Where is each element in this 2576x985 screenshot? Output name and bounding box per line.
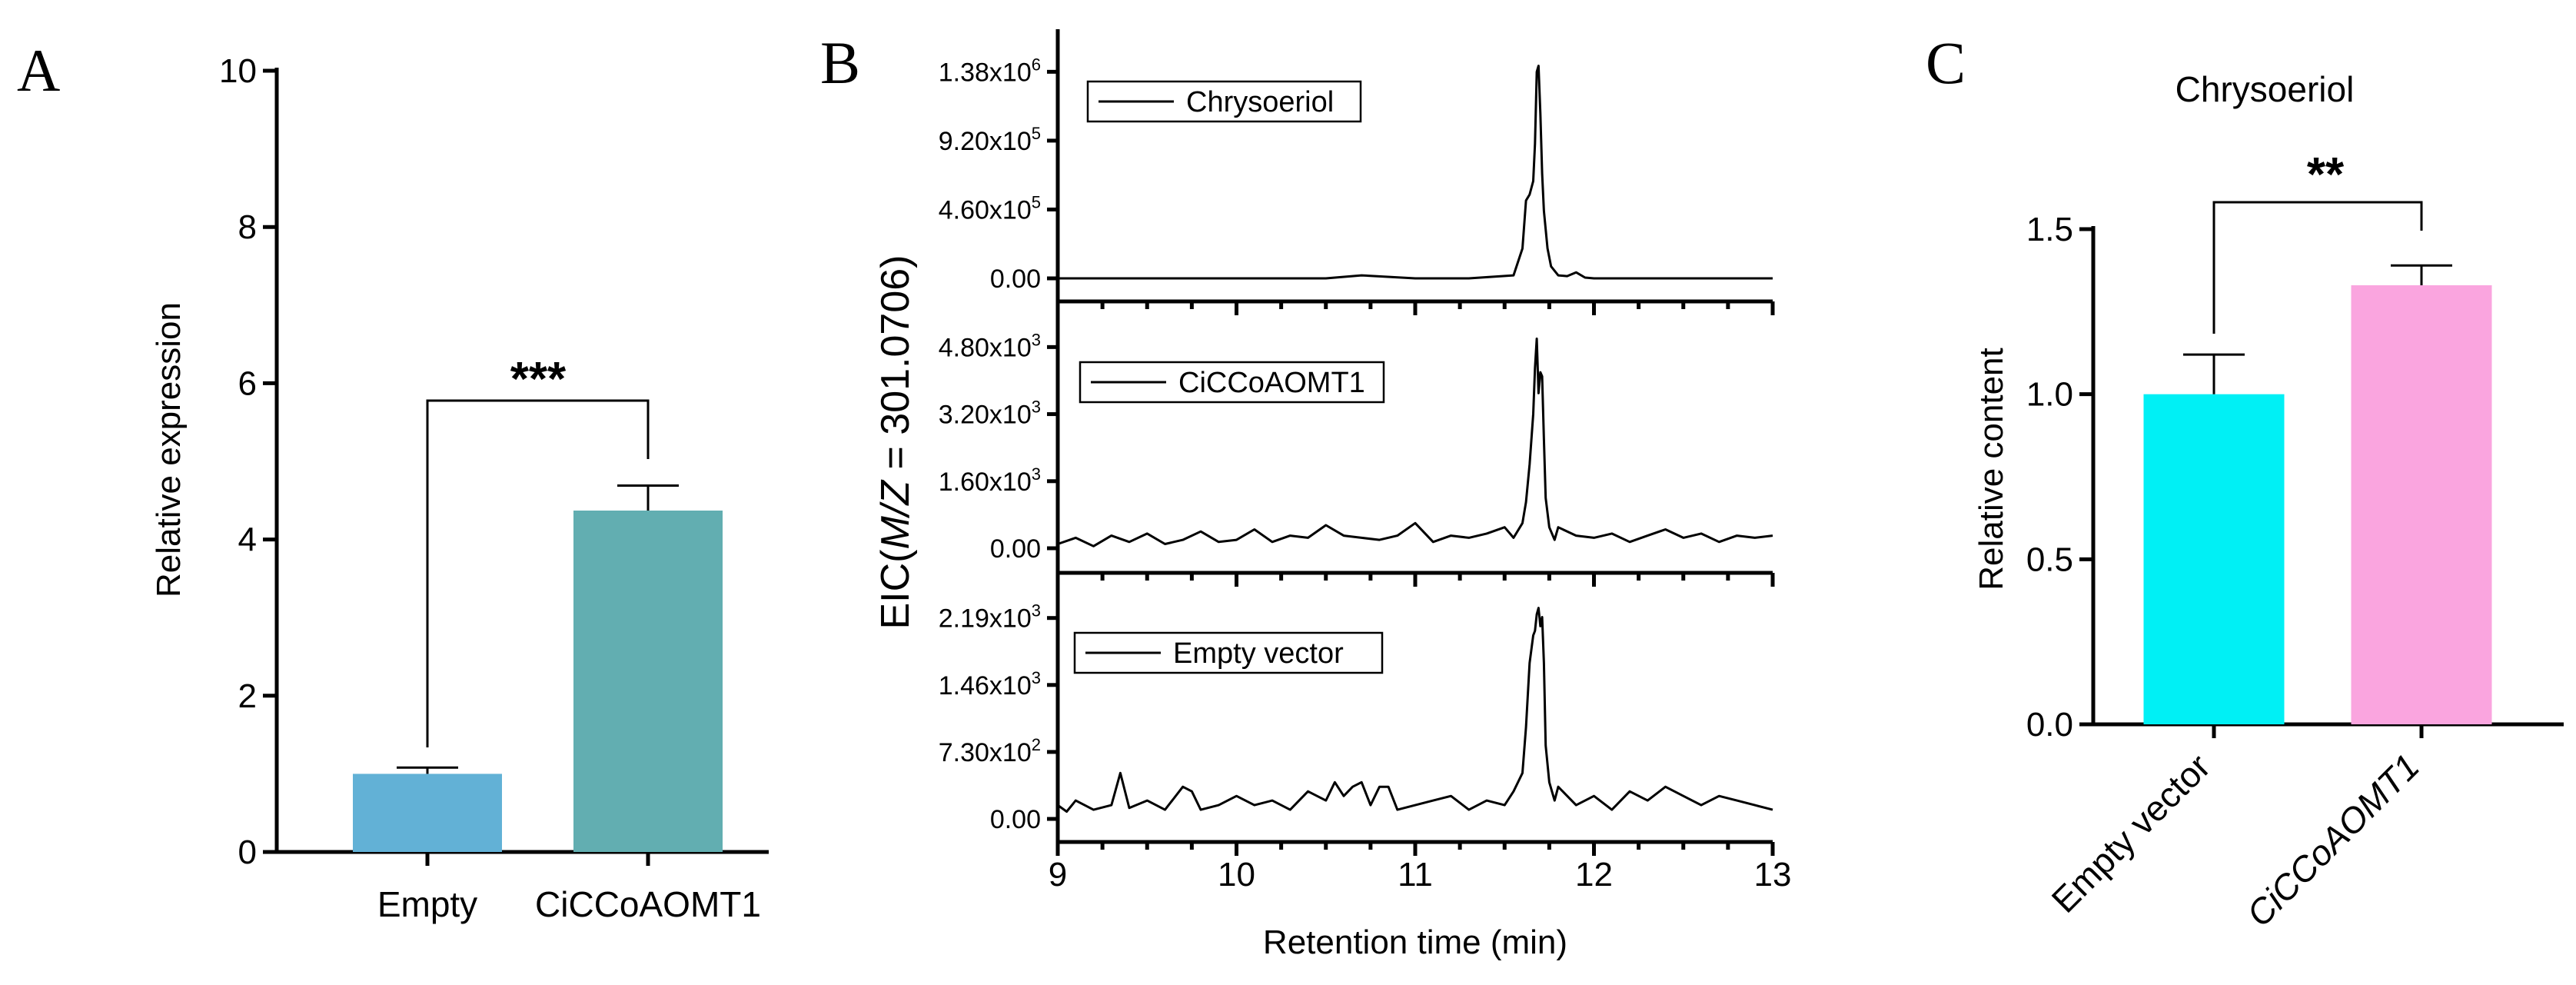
panel-a-bar xyxy=(573,511,723,852)
panel-b: B 0.00 4.60x105 9.20x105 1.38x106 Chrysoerio… xyxy=(820,29,1791,961)
panel-c-significance-marker: ** xyxy=(2307,148,2345,201)
panel-a-y-tick-label: 8 xyxy=(238,208,257,246)
panel-c-y-axis-title: Relative content xyxy=(1973,348,2010,591)
panel-b-legend-label: CiCCoAOMT1 xyxy=(1178,367,1365,399)
panel-b-y-axis-title-suffix: = 301.0706) xyxy=(873,255,918,481)
panel-b-y-tick-label: 1.38x106 xyxy=(939,55,1041,87)
panel-b-y-tick-label: 7.30x102 xyxy=(939,735,1041,767)
panel-b-y-tick-exponent: 3 xyxy=(1032,464,1041,484)
panel-c-y-tick-label: 0.0 xyxy=(2026,706,2073,744)
panel-b-y-tick-exponent: 6 xyxy=(1032,55,1041,74)
panel-b-y-tick-exponent: 5 xyxy=(1032,124,1041,143)
panel-a-letter: A xyxy=(17,37,60,104)
panel-b-x-tick-label: 11 xyxy=(1398,856,1433,893)
panel-b-y-tick-label: 0.00 xyxy=(990,805,1041,834)
panel-b-y-axis-title-italic: M/Z xyxy=(873,479,918,550)
panel-a-category-label: CiCCoAOMT1 xyxy=(535,884,761,924)
panel-c-category-label: CiCCoAOMT1 xyxy=(2239,746,2427,934)
panel-b-y-tick-label: 4.80x103 xyxy=(939,330,1041,362)
panel-a-y-tick-label: 2 xyxy=(238,677,257,715)
panel-b-traces: 0.00 4.60x105 9.20x105 1.38x106 Chrysoeriol 0… xyxy=(939,29,1792,893)
panel-b-trace xyxy=(1057,607,1773,813)
panel-a-bar xyxy=(353,774,502,852)
panel-c: C Chrysoeriol 0.0 0.5 1.0 1.5 Relative cont… xyxy=(1926,29,2564,934)
panel-a-significance-marker: *** xyxy=(510,353,567,406)
panel-a-y-axis-title: Relative expression xyxy=(150,302,188,597)
panel-b-x-tick-label: 9 xyxy=(1049,856,1067,893)
panel-b-letter: B xyxy=(820,29,860,96)
panel-c-bar xyxy=(2143,394,2285,724)
panel-b-y-tick-exponent: 3 xyxy=(1032,330,1041,349)
panel-c-y-tick-label: 0.5 xyxy=(2026,541,2073,578)
panel-a: A 0 2 4 6 8 10 Relative expression Empty CiCC… xyxy=(17,37,769,924)
panel-b-y-tick-label: 0.00 xyxy=(990,534,1041,564)
panel-b-y-tick-exponent: 3 xyxy=(1032,601,1041,621)
panel-b-y-tick-label: 4.60x105 xyxy=(939,192,1041,225)
panel-c-category-label: Empty vector xyxy=(2043,746,2218,920)
panel-b-legend-label: Empty vector xyxy=(1173,637,1344,670)
panel-b-x-tick-label: 12 xyxy=(1575,856,1613,893)
panel-a-bars xyxy=(353,399,723,852)
panel-c-axes: 0.0 0.5 1.0 1.5 xyxy=(2026,211,2564,744)
panel-b-trace xyxy=(1058,65,1773,280)
panel-b-trace xyxy=(1057,338,1773,547)
panel-b-y-tick-label: 0.00 xyxy=(990,265,1041,294)
panel-a-category-label: Empty xyxy=(377,884,477,924)
panel-c-y-tick-label: 1.0 xyxy=(2026,376,2073,414)
panel-c-letter: C xyxy=(1926,29,1966,96)
panel-b-y-tick-label: 3.20x103 xyxy=(939,398,1041,430)
panel-c-bar xyxy=(2351,285,2492,724)
panel-c-bars xyxy=(2143,201,2492,724)
panel-b-x-axis-title: Retention time (min) xyxy=(1263,923,1567,961)
panel-a-y-tick-label: 0 xyxy=(238,834,257,871)
panel-a-y-tick-label: 10 xyxy=(219,52,257,90)
panel-a-significance-bracket xyxy=(426,399,650,747)
panel-b-y-tick-exponent: 3 xyxy=(1032,398,1041,417)
panel-b-y-tick-exponent: 2 xyxy=(1032,735,1041,754)
panel-c-y-tick-label: 1.5 xyxy=(2026,211,2073,248)
panel-b-legend-label: Chrysoeriol xyxy=(1186,86,1334,118)
panel-b-y-tick-exponent: 3 xyxy=(1032,668,1041,687)
panel-b-y-tick-label: 1.46x103 xyxy=(939,668,1041,700)
panel-c-title: Chrysoeriol xyxy=(2175,69,2355,109)
panel-c-significance-bracket xyxy=(2212,201,2423,334)
panel-a-y-tick-label: 4 xyxy=(238,521,257,559)
panel-b-y-tick-label: 2.19x103 xyxy=(939,601,1041,634)
panel-b-y-tick-label: 1.60x103 xyxy=(939,464,1041,497)
panel-b-x-tick-label: 13 xyxy=(1754,856,1792,893)
panel-b-x-tick-label: 10 xyxy=(1218,856,1255,893)
panel-b-y-axis-title: EIC(M/Z = 301.0706) xyxy=(873,255,918,630)
panel-b-y-axis-title-prefix: EIC( xyxy=(873,549,918,630)
panel-a-y-tick-label: 6 xyxy=(238,364,257,402)
panel-b-y-tick-label: 9.20x105 xyxy=(939,124,1041,156)
panel-b-y-tick-exponent: 5 xyxy=(1032,192,1041,211)
